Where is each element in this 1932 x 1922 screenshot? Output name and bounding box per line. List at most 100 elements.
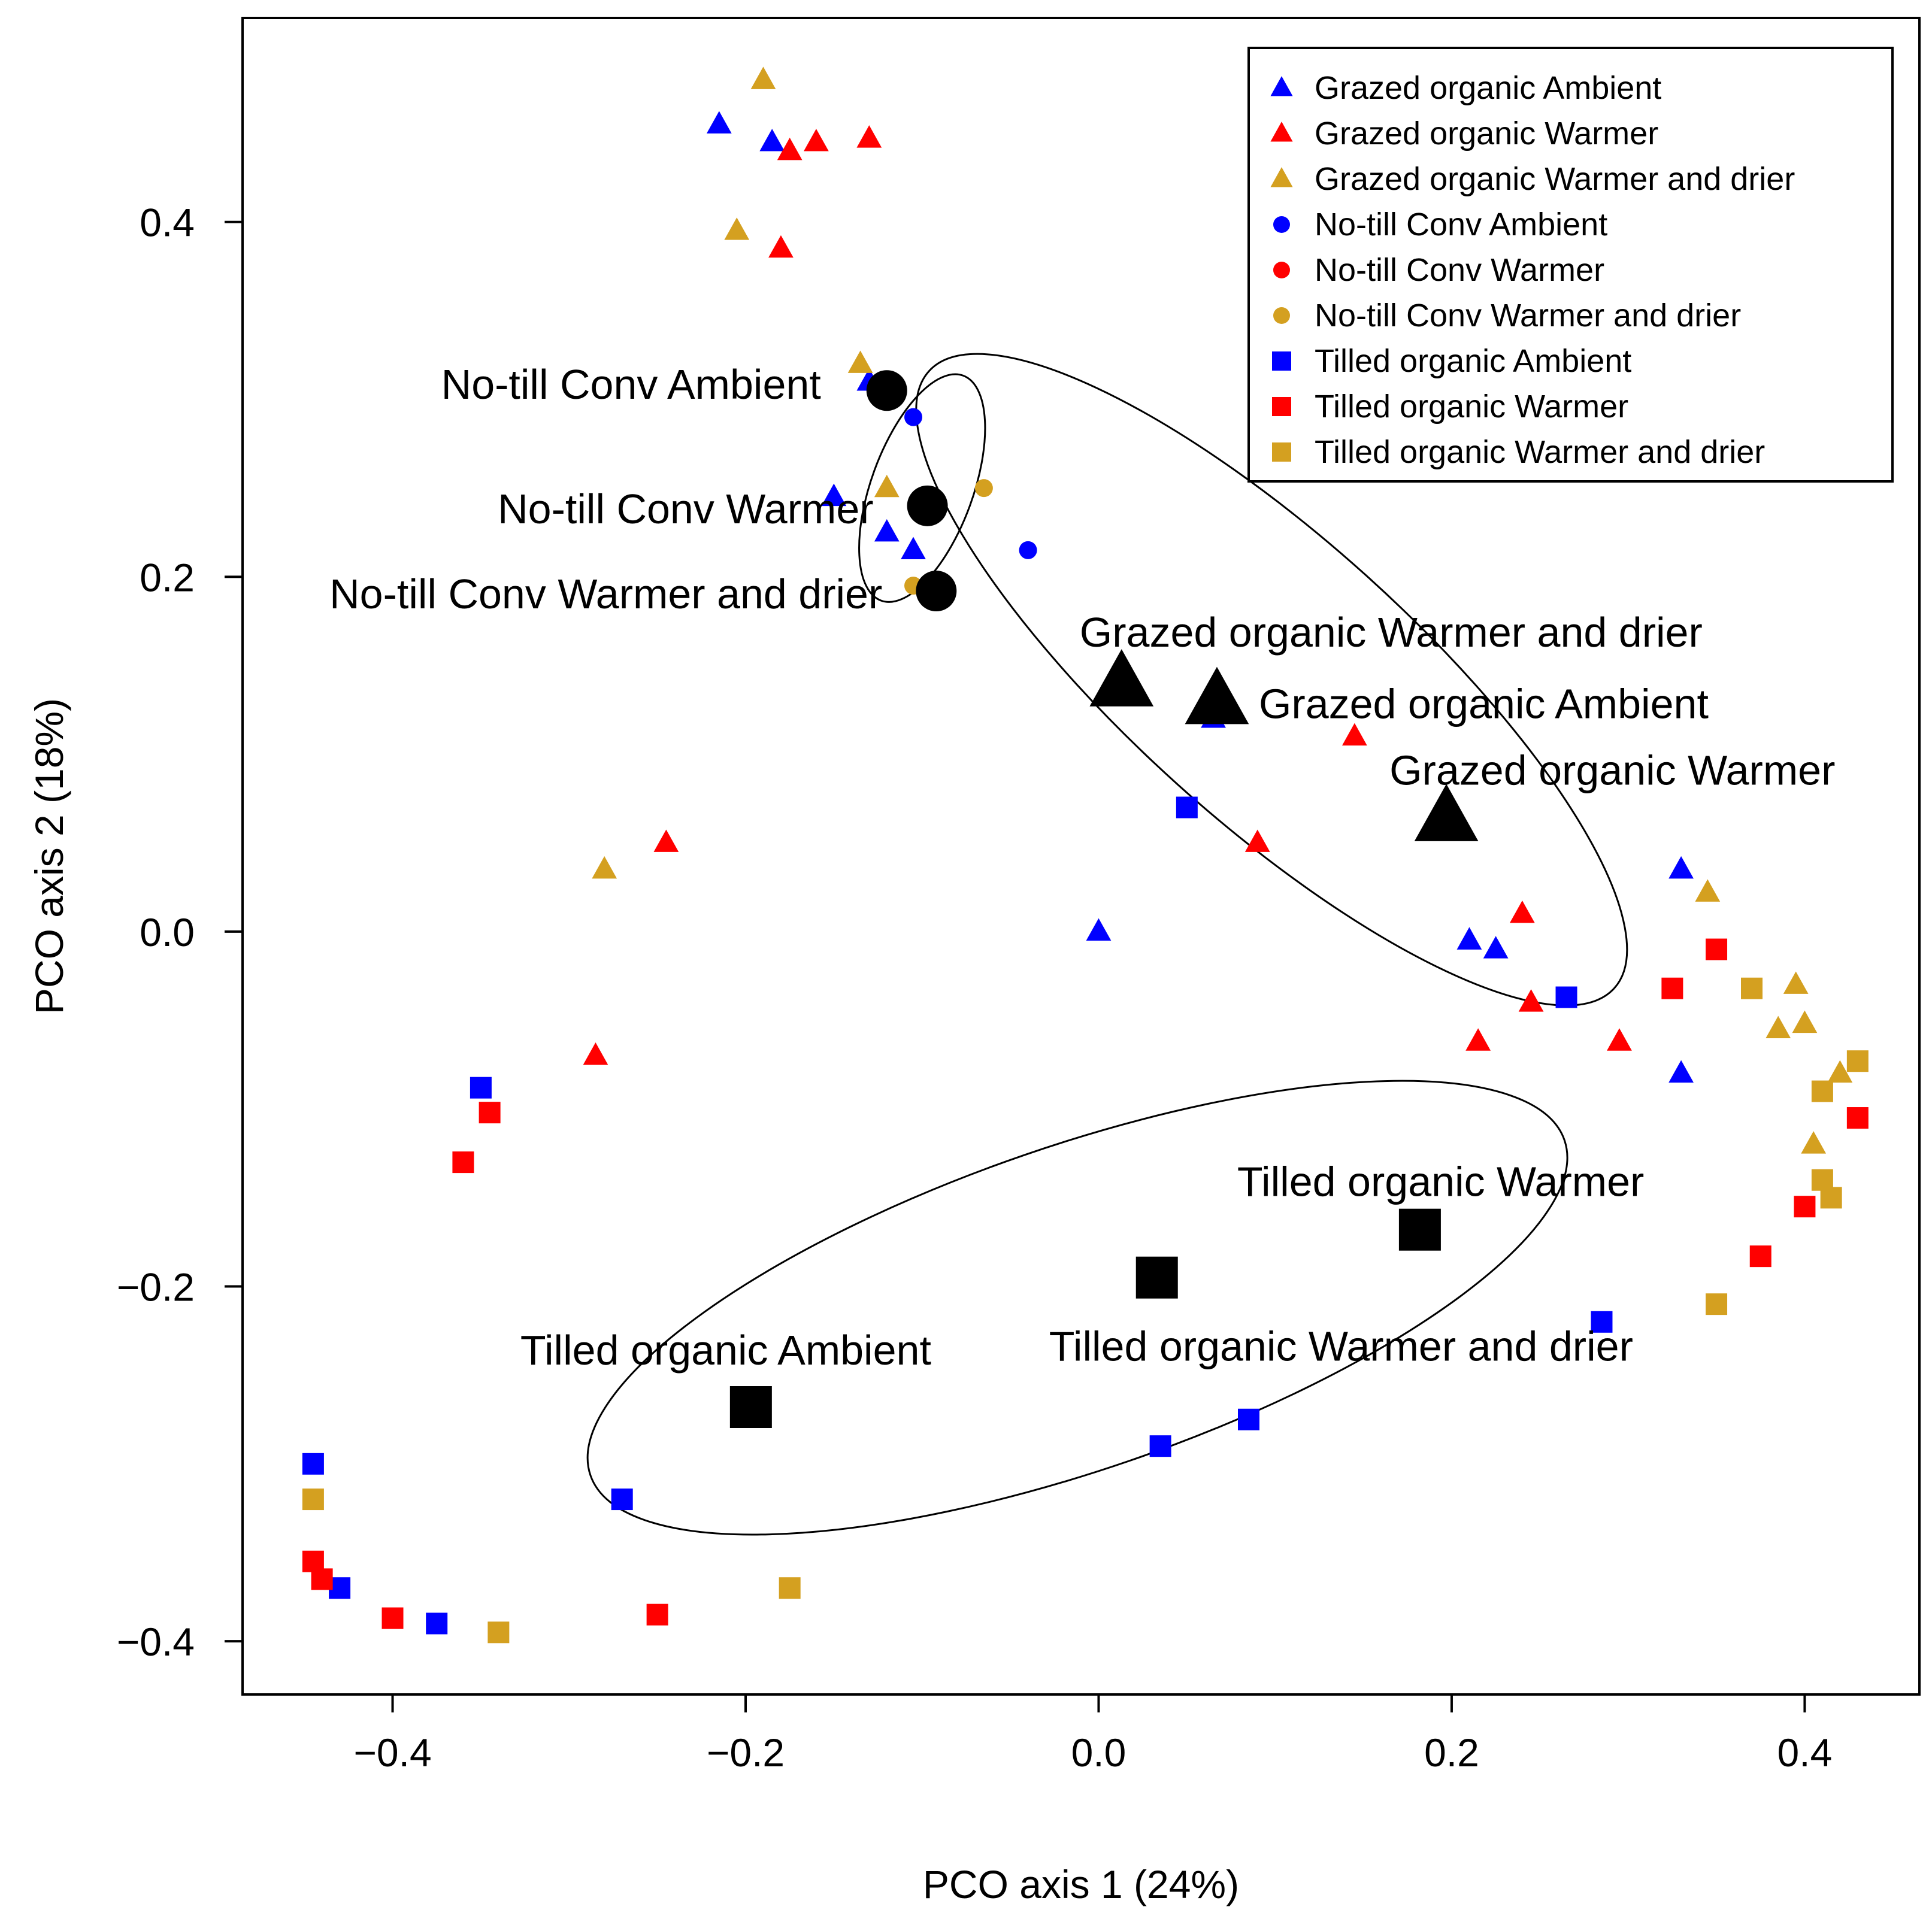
legend-marker-no-till-conv-warmer [1273,262,1290,278]
point-tilled-organic-ambient [1238,1408,1259,1430]
point-grazed-organic-warmer-and-drier [1792,1010,1818,1033]
point-grazed-organic-warmer-and-drier [1766,1015,1791,1039]
point-tilled-organic-warmer [479,1102,501,1124]
point-tilled-organic-warmer-and-drier [1846,1050,1869,1072]
point-tilled-organic-warmer [311,1568,333,1590]
legend-entry-grazed-organic-warmer-and-drier: Grazed organic Warmer and drier [1315,161,1795,197]
point-grazed-organic-warmer-and-drier [847,350,873,373]
point-grazed-organic-ambient [874,519,900,542]
x-tick-label: 0.2 [1424,1730,1479,1775]
point-grazed-organic-ambient [901,536,926,560]
legend-marker-no-till-conv-ambient [1273,216,1290,233]
centroid-tilled-organic-warmer-and-drier [1135,1256,1178,1299]
x-axis-title: PCO axis 1 (24%) [923,1862,1239,1906]
point-grazed-organic-ambient [1668,856,1694,879]
point-grazed-organic-ambient [1668,1060,1694,1083]
centroid-grazed-organic-warmer-and-drier [1089,649,1154,707]
centroid-no-till-conv-ambient [866,370,907,411]
legend-marker-grazed-organic-warmer [1270,122,1293,142]
legend-entry-no-till-conv-warmer: No-till Conv Warmer [1315,252,1604,288]
x-tick-label: 0.0 [1071,1730,1127,1775]
point-grazed-organic-warmer [856,125,882,148]
plot-frame [241,17,1921,1696]
point-tilled-organic-warmer-and-drier [302,1489,324,1511]
legend-entry-tilled-organic-warmer: Tilled organic Warmer [1315,389,1628,425]
point-tilled-organic-ambient [470,1077,492,1099]
point-grazed-organic-warmer [583,1042,608,1065]
point-tilled-organic-warmer-and-drier [779,1577,801,1599]
point-grazed-organic-warmer-and-drier [1695,879,1721,902]
group-centroids: No-till Conv Ambient No-till Conv Warmer N… [329,361,1835,1428]
centroid-label-tilled-organic-ambient: Tilled organic Ambient [520,1327,931,1374]
point-grazed-organic-warmer [768,235,794,258]
point-no-till-conv-warmer-and-drier [974,479,993,498]
point-grazed-organic-warmer [1244,829,1270,852]
legend-marker-grazed-organic-ambient [1270,76,1293,96]
point-tilled-organic-ambient [426,1612,448,1635]
point-grazed-organic-warmer [1607,1028,1632,1051]
point-grazed-organic-warmer [1342,723,1367,746]
point-grazed-organic-warmer [804,129,829,151]
point-grazed-organic-ambient [1086,918,1112,941]
centroid-label-grazed-organic-warmer: Grazed organic Warmer [1389,747,1835,793]
y-tick-label: −0.2 [117,1265,195,1309]
y-tick-label: 0.2 [140,555,195,599]
legend: Grazed organic Ambient Grazed organic War… [1247,47,1894,483]
point-tilled-organic-warmer-and-drier [1811,1080,1833,1102]
legend-entry-tilled-organic-warmer-and-drier: Tilled organic Warmer and drier [1315,434,1765,470]
centroid-label-no-till-conv-ambient: No-till Conv Ambient [441,361,821,408]
point-tilled-organic-ambient [302,1453,324,1475]
centroid-label-grazed-organic-warmer-and-drier: Grazed organic Warmer and drier [1080,609,1703,656]
x-tick-label: −0.2 [707,1730,785,1775]
point-tilled-organic-warmer [1661,977,1683,999]
y-axis-title: PCO axis 2 (18%) [27,698,71,1014]
point-tilled-organic-warmer [452,1151,474,1174]
x-tick-label: 0.4 [1777,1730,1833,1775]
point-grazed-organic-warmer [1509,900,1535,923]
point-grazed-organic-ambient [1456,927,1482,950]
point-tilled-organic-warmer [646,1603,668,1626]
point-tilled-organic-warmer-and-drier [487,1621,510,1644]
x-tick-label: −0.4 [353,1730,431,1775]
legend-entry-grazed-organic-warmer: Grazed organic Warmer [1315,116,1658,151]
axes: −0.4 −0.2 0.0 0.2 0.4 −0.4 −0.2 0.0 0.2 0.4 [117,201,1833,1775]
centroid-label-no-till-conv-warmer-and-drier: No-till Conv Warmer and drier [329,571,882,617]
point-tilled-organic-ambient [1591,1311,1613,1333]
y-tick-label: −0.4 [117,1620,195,1664]
point-grazed-organic-warmer-and-drier [592,856,617,879]
point-tilled-organic-warmer-and-drier [1820,1187,1842,1209]
centroid-grazed-organic-warmer [1414,784,1479,841]
point-tilled-organic-warmer [1749,1245,1771,1268]
point-grazed-organic-ambient [759,129,785,151]
point-tilled-organic-ambient [1555,986,1577,1008]
point-tilled-organic-warmer-and-drier [1706,1293,1728,1315]
y-tick-label: 0.4 [140,201,195,245]
centroid-tilled-organic-ambient [729,1386,772,1428]
centroid-no-till-conv-warmer-and-drier [916,571,957,612]
point-grazed-organic-warmer-and-drier [1783,971,1809,994]
legend-box [1247,47,1894,483]
centroid-label-grazed-organic-ambient: Grazed organic Ambient [1259,681,1709,727]
centroid-label-no-till-conv-warmer: No-till Conv Warmer [498,486,873,532]
point-grazed-organic-ambient [821,483,847,507]
point-grazed-organic-warmer [777,137,803,160]
point-tilled-organic-ambient [1176,796,1198,818]
legend-marker-grazed-organic-warmer-and-drier [1270,167,1293,187]
ellipse-grazed-organic [915,353,1628,1007]
point-tilled-organic-warmer [1794,1196,1816,1218]
legend-entry-no-till-conv-warmer-and-drier: No-till Conv Warmer and drier [1315,298,1741,334]
point-tilled-organic-ambient [611,1489,633,1511]
point-tilled-organic-warmer-and-drier [1741,977,1763,999]
point-grazed-organic-warmer [1465,1028,1491,1051]
legend-entry-tilled-organic-ambient: Tilled organic Ambient [1315,343,1631,379]
ellipse-tilled-organic [586,1080,1568,1536]
point-grazed-organic-warmer-and-drier [1801,1131,1827,1154]
point-grazed-organic-warmer-and-drier [724,217,750,240]
point-grazed-organic-warmer-and-drier [874,474,900,498]
point-grazed-organic-warmer [1518,989,1544,1012]
point-no-till-conv-ambient [1019,541,1037,559]
point-tilled-organic-ambient [1149,1435,1171,1457]
centroid-no-till-conv-warmer [907,485,948,526]
point-grazed-organic-warmer-and-drier [750,66,776,89]
